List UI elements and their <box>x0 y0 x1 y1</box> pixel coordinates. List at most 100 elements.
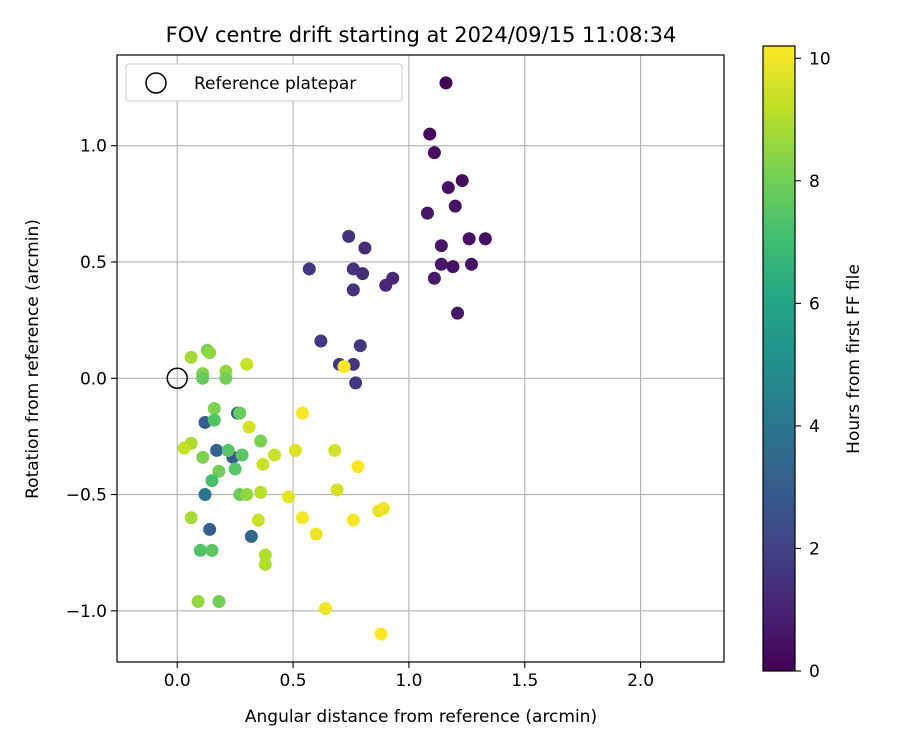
data-point <box>268 448 282 462</box>
data-point <box>207 402 221 416</box>
data-point <box>258 548 272 562</box>
y-tick-label: 0.0 <box>80 369 107 389</box>
data-point <box>210 443 224 457</box>
data-point <box>205 543 219 557</box>
colorbar-gradient <box>762 45 796 672</box>
data-points <box>177 76 492 641</box>
data-point <box>356 267 370 281</box>
data-point <box>212 464 226 478</box>
data-point <box>434 257 448 271</box>
data-point <box>434 239 448 253</box>
data-point <box>376 502 390 516</box>
colorbar-ticks: 0 2 4 6 8 10 <box>795 49 831 682</box>
data-point <box>258 557 272 571</box>
data-point <box>191 595 205 609</box>
colorbar-tick-label: 10 <box>809 49 831 69</box>
x-axis-ticks: 0.0 0.5 1.0 1.5 2.0 <box>164 662 654 691</box>
x-tick-label: 1.5 <box>511 671 538 691</box>
data-point <box>295 511 309 525</box>
data-point <box>221 443 235 457</box>
data-point <box>346 283 360 297</box>
chart-title: FOV centre drift starting at 2024/09/15 … <box>166 23 677 47</box>
data-point <box>439 76 453 90</box>
data-point <box>358 241 372 255</box>
colorbar-tick-label: 6 <box>809 294 820 314</box>
x-tick-label: 0.0 <box>164 671 191 691</box>
y-tick-label: 0.5 <box>80 253 107 273</box>
data-point <box>184 511 198 525</box>
y-axis-ticks: −1.0 −0.5 0.0 0.5 1.0 <box>66 137 117 622</box>
data-point <box>184 350 198 364</box>
data-point <box>328 443 342 457</box>
data-point <box>374 627 388 641</box>
data-point <box>330 483 344 497</box>
colorbar-tick-label: 0 <box>809 662 820 682</box>
data-point <box>196 450 210 464</box>
data-point <box>420 206 434 220</box>
data-point <box>212 595 226 609</box>
data-point <box>254 485 268 499</box>
legend-entry-reference-platepar: Reference platepar <box>194 74 356 94</box>
data-point <box>342 229 356 243</box>
x-tick-label: 2.0 <box>627 671 654 691</box>
plot-area <box>117 55 724 662</box>
data-point <box>244 529 258 543</box>
data-point <box>254 434 268 448</box>
data-point <box>205 474 219 488</box>
colorbar: 0 2 4 6 8 10 Hours from first FF file <box>762 45 864 682</box>
data-point <box>240 488 254 502</box>
x-axis-label: Angular distance from reference (arcmin) <box>245 707 597 727</box>
legend-marker <box>145 72 167 94</box>
y-tick-label: −0.5 <box>66 486 107 506</box>
data-point <box>203 346 217 360</box>
data-point <box>196 371 210 385</box>
colorbar-tick-label: 4 <box>809 417 820 437</box>
data-point <box>240 357 254 371</box>
reference-platepar-marker <box>166 367 188 390</box>
data-point <box>233 406 247 420</box>
data-point <box>353 339 367 353</box>
data-point <box>462 232 476 246</box>
data-point <box>242 420 256 434</box>
data-point <box>448 199 462 213</box>
data-point <box>302 262 316 276</box>
grid <box>117 55 724 662</box>
data-point <box>337 360 351 374</box>
data-point <box>319 602 333 616</box>
y-tick-label: 1.0 <box>80 137 107 157</box>
data-point <box>427 271 441 285</box>
data-point <box>464 257 478 271</box>
legend-box <box>125 63 403 102</box>
data-point <box>314 334 328 348</box>
data-point <box>288 443 302 457</box>
data-point <box>441 181 455 195</box>
data-point <box>219 371 233 385</box>
data-point <box>251 513 265 527</box>
data-point <box>235 448 249 462</box>
data-point <box>351 460 365 474</box>
plot-frame <box>116 54 725 663</box>
colorbar-label: Hours from first FF file <box>844 264 864 454</box>
data-point <box>228 462 242 476</box>
data-point <box>478 232 492 246</box>
y-axis-label: Rotation from reference (arcmin) <box>23 219 43 499</box>
data-point <box>207 413 221 427</box>
y-tick-label: −1.0 <box>66 602 107 622</box>
data-point <box>346 513 360 527</box>
data-point <box>203 522 217 536</box>
data-point <box>446 260 460 274</box>
data-point <box>198 488 212 502</box>
x-tick-label: 0.5 <box>280 671 307 691</box>
data-point <box>309 527 323 541</box>
colorbar-tick-label: 8 <box>809 172 820 192</box>
legend: Reference platepar <box>125 63 403 102</box>
data-point <box>423 127 437 141</box>
data-point <box>281 490 295 504</box>
data-point <box>177 441 191 455</box>
x-tick-label: 1.0 <box>395 671 422 691</box>
data-point <box>193 543 207 557</box>
colorbar-tick-label: 2 <box>809 539 820 559</box>
data-point <box>256 457 270 471</box>
